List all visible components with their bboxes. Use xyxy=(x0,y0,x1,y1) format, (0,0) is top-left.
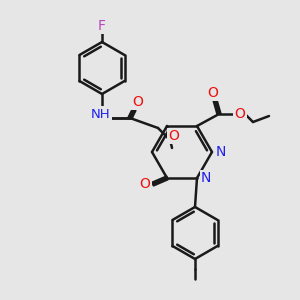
Text: O: O xyxy=(235,107,245,121)
Text: NH: NH xyxy=(91,107,111,121)
Text: O: O xyxy=(208,86,218,100)
Text: F: F xyxy=(98,19,106,33)
Text: N: N xyxy=(201,171,211,185)
Text: N: N xyxy=(216,145,226,159)
Text: O: O xyxy=(169,129,179,143)
Text: O: O xyxy=(140,177,150,191)
Text: O: O xyxy=(133,95,143,109)
